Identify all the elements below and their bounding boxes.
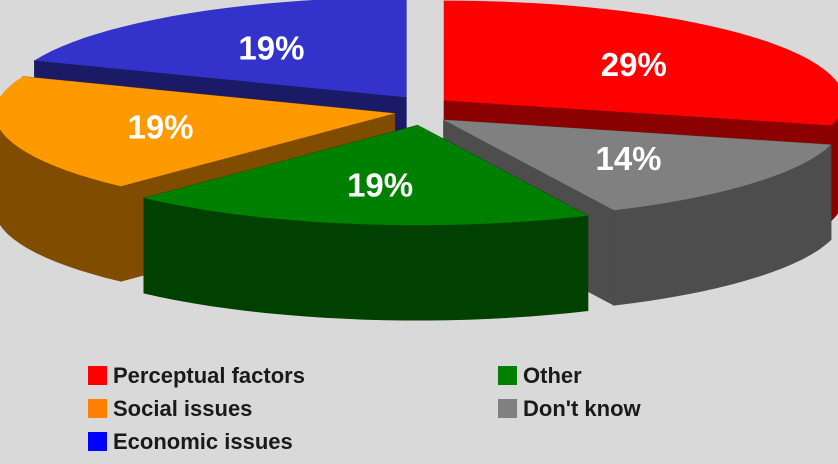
pie-slice-perceptual-factors	[444, 0, 838, 126]
legend-label: Economic issues	[113, 428, 293, 454]
legend-swatch	[88, 366, 107, 385]
slice-label-other: 19%	[347, 167, 413, 204]
pie-slice-don-t-know	[443, 119, 831, 211]
slice-label-economic-issues: 19%	[238, 30, 304, 67]
pie-rim-perceptual-factors	[831, 117, 838, 222]
legend-label: Perceptual factors	[113, 362, 305, 388]
legend-swatch	[498, 366, 517, 385]
legend-swatch	[498, 399, 517, 418]
slice-label-social-issues: 19%	[127, 108, 193, 145]
slice-label-don-t-know: 14%	[595, 140, 661, 177]
legend-item-perceptual-factors: Perceptual factors	[88, 362, 498, 389]
legend: Perceptual factors Other Social issues D…	[88, 362, 728, 455]
pie-slice-other	[143, 125, 588, 226]
legend-item-other: Other	[498, 362, 718, 389]
pie-labels: 29% 14% 19% 19% 19%	[127, 30, 666, 204]
legend-label: Don't know	[523, 395, 641, 421]
legend-label: Social issues	[113, 395, 253, 421]
pie-tops	[0, 0, 838, 226]
pie-slice-social-issues	[0, 76, 395, 187]
slice-label-perceptual-factors: 29%	[601, 46, 667, 83]
legend-item-economic-issues: Economic issues	[88, 428, 498, 455]
legend-item-social-issues: Social issues	[88, 395, 498, 422]
legend-label: Other	[523, 362, 582, 388]
pie-slice-economic-issues	[34, 0, 407, 98]
legend-item-dont-know: Don't know	[498, 395, 718, 422]
legend-swatch	[88, 399, 107, 418]
legend-swatch	[88, 432, 107, 451]
